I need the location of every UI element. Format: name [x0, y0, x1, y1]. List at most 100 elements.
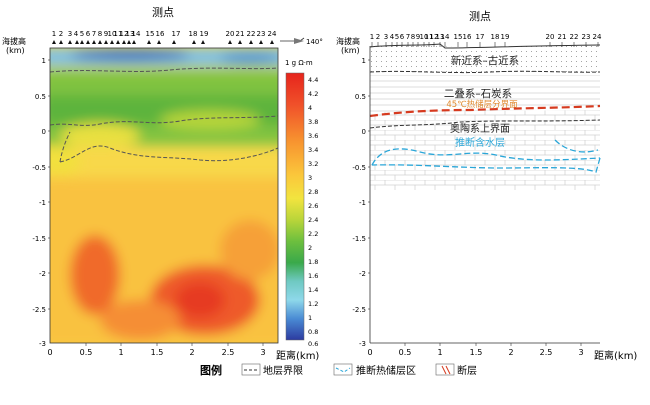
thermal-boundary-line: [369, 104, 601, 118]
svg-text:0: 0: [47, 348, 52, 357]
svg-text:10: 10: [108, 30, 117, 38]
svg-text:20: 20: [546, 33, 555, 41]
svg-text:1: 1: [308, 314, 312, 322]
svg-text:1.8: 1.8: [308, 258, 318, 266]
svg-text:-1.5: -1.5: [32, 235, 46, 243]
svg-text:19: 19: [501, 33, 510, 41]
svg-text:0.8: 0.8: [308, 328, 318, 336]
left-title: 测点: [152, 6, 174, 19]
svg-text:2: 2: [376, 33, 380, 41]
svg-text:2.5: 2.5: [222, 348, 235, 357]
svg-text:9: 9: [104, 30, 108, 38]
svg-text:11: 11: [425, 33, 434, 41]
svg-text:0.6: 0.6: [308, 340, 318, 348]
svg-text:24: 24: [268, 30, 277, 38]
svg-text:2: 2: [308, 244, 312, 252]
svg-text:10: 10: [420, 33, 429, 41]
svg-text:16: 16: [463, 33, 472, 41]
geology-section: [369, 43, 601, 190]
svg-text:2.2: 2.2: [308, 230, 318, 238]
svg-text:24: 24: [593, 33, 602, 41]
svg-text:2: 2: [189, 348, 194, 357]
svg-text:2.5: 2.5: [540, 348, 553, 357]
svg-text:12: 12: [120, 30, 129, 38]
svg-text:0.5: 0.5: [35, 93, 46, 101]
label-ordovician: 奥陶系上界面: [450, 122, 510, 135]
left-yaxis-label-1: 海拔高: [2, 36, 26, 46]
right-panel: 测点 海拔高 (km): [336, 10, 637, 362]
colorbar-title: 1 g Ω·m: [285, 59, 313, 67]
svg-text:4: 4: [74, 30, 79, 38]
right-station-labels: 1 2 3 4 5 6 7 8 9 10 11 12 13 14 15 16 1…: [370, 33, 602, 41]
right-yaxis-label-2: (km): [341, 46, 360, 55]
svg-text:4.4: 4.4: [308, 76, 318, 84]
left-panel: 测点 海拔高 (km): [2, 6, 323, 362]
svg-text:-1: -1: [39, 199, 46, 207]
svg-text:3: 3: [260, 348, 265, 357]
left-xaxis-label: 距离(km): [276, 349, 319, 362]
colorbar-ticks: 4.4 4.2 4 3.8 3.6 3.4 3.2 3 2.8 2.6 2.4 …: [308, 76, 318, 348]
svg-text:4: 4: [308, 104, 312, 112]
svg-text:2.6: 2.6: [308, 202, 318, 210]
svg-text:1: 1: [370, 33, 374, 41]
svg-text:-1.5: -1.5: [352, 235, 366, 243]
svg-text:-0.5: -0.5: [32, 164, 46, 172]
svg-text:9: 9: [416, 33, 420, 41]
svg-text:地层界限: 地层界限: [263, 364, 303, 377]
label-neogene: 新近系–古近系: [451, 54, 519, 67]
svg-text:17: 17: [476, 33, 485, 41]
svg-text:22: 22: [570, 33, 579, 41]
svg-text:22: 22: [247, 30, 256, 38]
svg-text:4.2: 4.2: [308, 90, 318, 98]
svg-text:15: 15: [454, 33, 463, 41]
right-station-marks: [371, 42, 599, 47]
svg-text:断层: 断层: [457, 364, 477, 377]
svg-text:0.5: 0.5: [80, 348, 93, 357]
svg-text:6: 6: [400, 33, 405, 41]
svg-text:21: 21: [236, 30, 245, 38]
resistivity-section: [50, 48, 278, 343]
svg-text:1: 1: [437, 348, 442, 357]
svg-text:3.2: 3.2: [308, 160, 318, 168]
svg-text:14: 14: [441, 33, 450, 41]
svg-text:2: 2: [508, 348, 513, 357]
right-y-ticks: 1 0.5 0 -0.5 -1 -1.5 -2 -2.5 -3: [352, 57, 366, 348]
right-title: 测点: [469, 10, 491, 23]
svg-text:18: 18: [189, 30, 198, 38]
svg-text:0: 0: [362, 128, 366, 136]
svg-text:-2: -2: [359, 270, 366, 278]
aquifer-outline: [371, 148, 601, 173]
svg-text:1.2: 1.2: [308, 300, 318, 308]
svg-text:5: 5: [395, 33, 399, 41]
svg-text:0: 0: [367, 348, 372, 357]
svg-text:3.4: 3.4: [308, 146, 318, 154]
colorbar: 1 g Ω·m 4.4 4.2 4 3.8 3.6 3.4 3.2 3 2.8 …: [285, 59, 318, 348]
svg-text:0: 0: [42, 128, 46, 136]
svg-text:6: 6: [86, 30, 91, 38]
left-station-markers: [52, 40, 274, 44]
svg-text:8: 8: [98, 30, 102, 38]
svg-text:-2.5: -2.5: [352, 306, 366, 314]
svg-text:7: 7: [92, 30, 96, 38]
right-x-ticks: 0 0.5 1 1.5 2 2.5 3: [367, 348, 583, 357]
svg-text:1.6: 1.6: [308, 272, 318, 280]
direction-label: 140°: [306, 38, 323, 46]
svg-text:3: 3: [384, 33, 388, 41]
right-yaxis-label-1: 海拔高: [336, 36, 360, 46]
svg-text:2: 2: [59, 30, 63, 38]
svg-text:13: 13: [436, 33, 445, 41]
svg-text:23: 23: [257, 30, 266, 38]
legend: 图例 地层界限 推断热储层区 断层: [200, 363, 477, 377]
left-y-ticks: 1 0.5 0 -0.5 -1 -1.5 -2 -2.5 -3: [32, 57, 46, 348]
legend-item-thermal-zone: 推断热储层区: [333, 363, 416, 377]
svg-text:3.8: 3.8: [308, 118, 318, 126]
svg-text:4: 4: [390, 33, 395, 41]
svg-text:12: 12: [430, 33, 439, 41]
svg-text:13: 13: [126, 30, 135, 38]
colorbar-scale: [285, 72, 305, 341]
svg-text:20: 20: [226, 30, 235, 38]
svg-text:21: 21: [558, 33, 567, 41]
svg-text:0.5: 0.5: [355, 93, 366, 101]
label-aquifer: 推断含水层: [455, 136, 505, 149]
